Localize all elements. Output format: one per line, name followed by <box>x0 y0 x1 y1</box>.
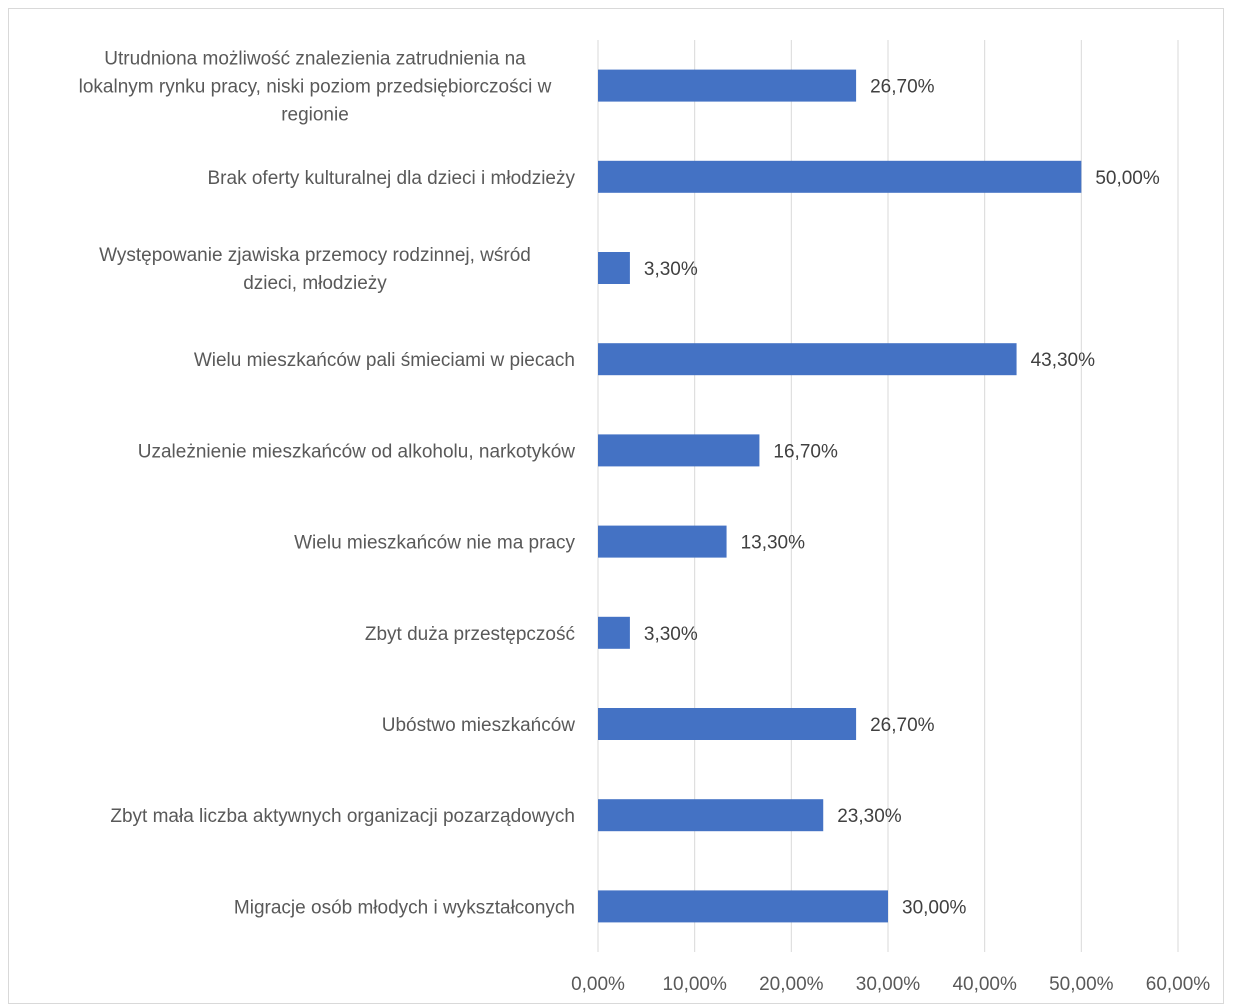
bar-7 <box>598 708 857 740</box>
category-label-2-line-1: dzieci, młodzieży <box>243 273 387 294</box>
bar-8 <box>598 799 824 832</box>
category-label-6: Zbyt duża przestępczość <box>365 624 575 645</box>
data-label-7: 26,70% <box>870 715 935 736</box>
data-label-1: 50,00% <box>1095 168 1160 189</box>
category-label-0-line-0: Utrudniona możliwość znalezienia zatrudn… <box>104 49 526 70</box>
data-label-5: 13,30% <box>741 533 806 554</box>
category-label-2-line-0: Występowanie zjawiska przemocy rodzinnej… <box>99 245 531 266</box>
x-tick-label-6: 60,00% <box>1146 974 1211 995</box>
x-tick-label-5: 50,00% <box>1049 974 1114 995</box>
category-label-0-line-2: regionie <box>281 105 349 126</box>
category-label-5: Wielu mieszkańców nie ma pracy <box>294 533 575 554</box>
data-label-0: 26,70% <box>870 77 935 98</box>
category-label-1: Brak oferty kulturalnej dla dzieci i mło… <box>208 168 576 189</box>
bar-1 <box>598 160 1082 193</box>
data-label-3: 43,30% <box>1031 350 1096 371</box>
bar-9 <box>598 890 888 923</box>
category-label-8: Zbyt mała liczba aktywnych organizacji p… <box>110 806 575 827</box>
x-tick-label-0: 0,00% <box>571 974 625 995</box>
data-label-8: 23,30% <box>837 806 902 827</box>
x-tick-label-1: 10,00% <box>662 974 727 995</box>
bar-4 <box>598 434 760 467</box>
bar-6 <box>598 616 630 649</box>
category-label-7: Ubóstwo mieszkańców <box>382 715 576 736</box>
data-label-2: 3,30% <box>644 259 698 280</box>
category-label-0-line-1: lokalnym rynku pracy, niski poziom przed… <box>79 77 552 98</box>
x-tick-label-2: 20,00% <box>759 974 824 995</box>
bar-2 <box>598 252 630 284</box>
bar-5 <box>598 525 727 558</box>
x-tick-label-3: 30,00% <box>856 974 921 995</box>
bar-3 <box>598 343 1017 376</box>
data-label-4: 16,70% <box>773 441 838 462</box>
category-label-3: Wielu mieszkańców pali śmieciami w pieca… <box>194 350 575 371</box>
data-label-6: 3,30% <box>644 624 698 645</box>
x-tick-label-4: 40,00% <box>952 974 1017 995</box>
data-label-9: 30,00% <box>902 897 967 918</box>
bar-0 <box>598 69 857 102</box>
category-label-4: Uzależnienie mieszkańców od alkoholu, na… <box>138 441 576 462</box>
category-label-9: Migracje osób młodych i wykształconych <box>234 897 575 918</box>
